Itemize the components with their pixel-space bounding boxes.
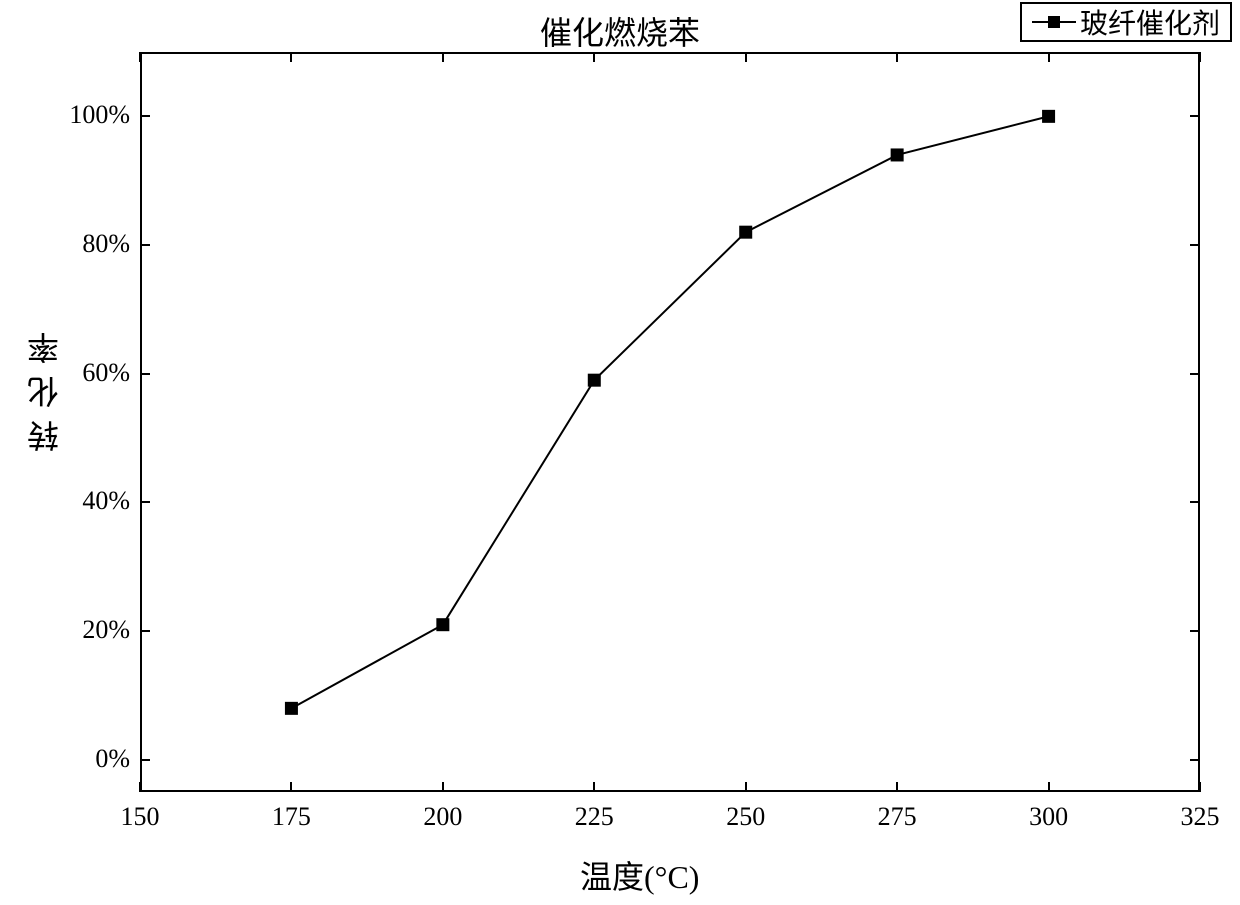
data-series <box>0 0 1240 905</box>
data-point-marker <box>1042 110 1055 123</box>
chart-container: 催化燃烧苯 玻纤催化剂 转化率 温度(°C) 0%20%40%60%80%100… <box>0 0 1240 905</box>
data-point-marker <box>285 702 298 715</box>
data-point-marker <box>739 226 752 239</box>
data-point-marker <box>588 374 601 387</box>
data-point-marker <box>891 148 904 161</box>
series-line <box>291 116 1048 708</box>
data-point-marker <box>436 618 449 631</box>
